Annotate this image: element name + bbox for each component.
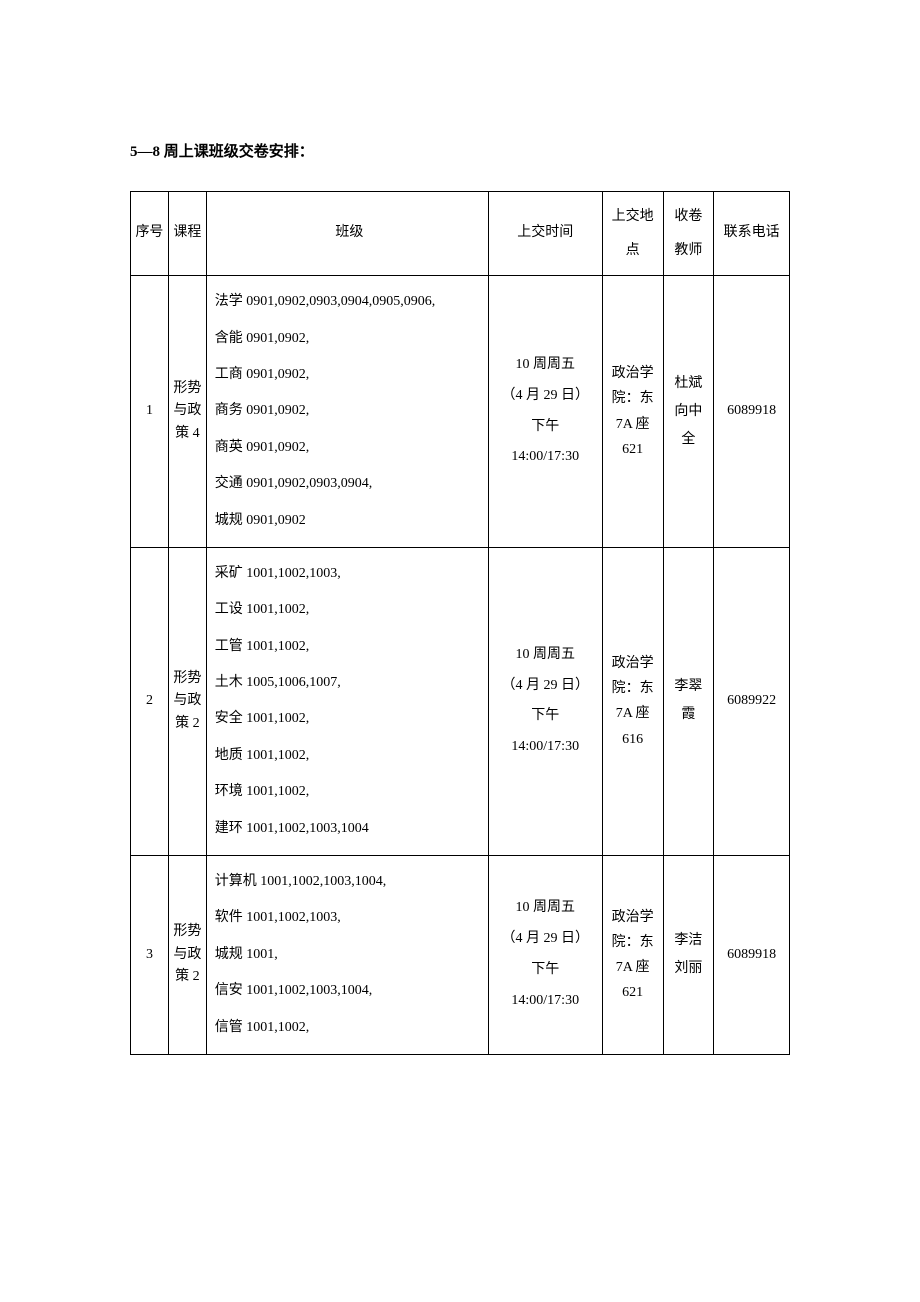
header-phone: 联系电话	[714, 192, 790, 276]
header-location: 上交地点	[602, 192, 663, 276]
cell-teacher: 李翠霞	[663, 547, 714, 855]
table-row: 2 形势与政策 2 采矿 1001,1002,1003,工设 1001,1002…	[131, 547, 790, 855]
cell-time: 10 周周五（4 月 29 日）下午14:00/17:30	[488, 856, 602, 1055]
cell-location: 政治学院：东 7A 座 621	[602, 276, 663, 548]
cell-location: 政治学院：东 7A 座 616	[602, 547, 663, 855]
cell-phone: 6089918	[714, 276, 790, 548]
cell-time: 10 周周五（4 月 29 日）下午14:00/17:30	[488, 276, 602, 548]
header-teacher: 收卷教师	[663, 192, 714, 276]
cell-course: 形势与政策 2	[168, 856, 206, 1055]
page-title: 5—8 周上课班级交卷安排：	[130, 140, 790, 161]
header-course: 课程	[168, 192, 206, 276]
cell-seq: 2	[131, 547, 169, 855]
header-class: 班级	[206, 192, 488, 276]
cell-location: 政治学院：东 7A 座 621	[602, 856, 663, 1055]
document-page: 5—8 周上课班级交卷安排： 序号 课程 班级 上交时间 上交地点 收卷教师 联…	[0, 0, 920, 1175]
cell-seq: 1	[131, 276, 169, 548]
cell-time: 10 周周五（4 月 29 日）下午14:00/17:30	[488, 547, 602, 855]
table-row: 3 形势与政策 2 计算机 1001,1002,1003,1004,软件 100…	[131, 856, 790, 1055]
cell-seq: 3	[131, 856, 169, 1055]
table-body: 1 形势与政策 4 法学 0901,0902,0903,0904,0905,09…	[131, 276, 790, 1055]
header-time: 上交时间	[488, 192, 602, 276]
cell-teacher: 李洁刘丽	[663, 856, 714, 1055]
table-row: 1 形势与政策 4 法学 0901,0902,0903,0904,0905,09…	[131, 276, 790, 548]
cell-class: 采矿 1001,1002,1003,工设 1001,1002,工管 1001,1…	[206, 547, 488, 855]
schedule-table: 序号 课程 班级 上交时间 上交地点 收卷教师 联系电话 1 形势与政策 4 法…	[130, 191, 790, 1055]
cell-course: 形势与政策 2	[168, 547, 206, 855]
cell-phone: 6089918	[714, 856, 790, 1055]
cell-class: 计算机 1001,1002,1003,1004,软件 1001,1002,100…	[206, 856, 488, 1055]
cell-phone: 6089922	[714, 547, 790, 855]
cell-teacher: 杜斌向中全	[663, 276, 714, 548]
header-seq: 序号	[131, 192, 169, 276]
table-header-row: 序号 课程 班级 上交时间 上交地点 收卷教师 联系电话	[131, 192, 790, 276]
cell-course: 形势与政策 4	[168, 276, 206, 548]
cell-class: 法学 0901,0902,0903,0904,0905,0906,含能 0901…	[206, 276, 488, 548]
